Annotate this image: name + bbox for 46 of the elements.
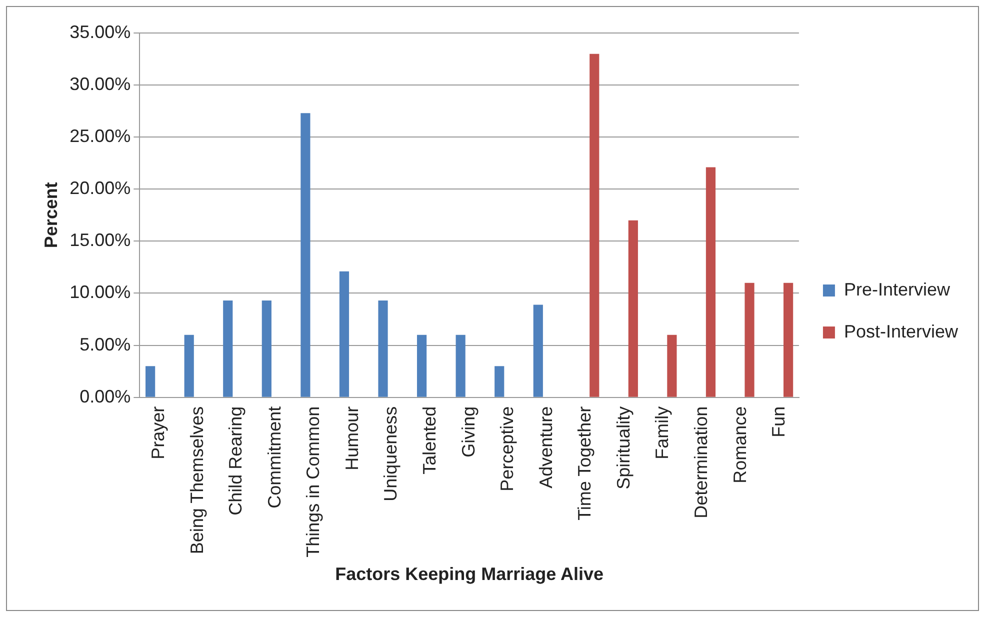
- bar: [223, 300, 233, 397]
- x-tick-label: Time Together: [574, 406, 595, 520]
- bar: [300, 113, 310, 397]
- x-tick-label: Humour: [342, 406, 362, 470]
- bar: [628, 220, 638, 397]
- x-tick-label: Family: [652, 406, 672, 460]
- x-tick-label: Child Rearing: [226, 406, 246, 516]
- y-tick-label: 10.00%: [70, 282, 131, 302]
- y-tick-label: 35.00%: [70, 22, 131, 42]
- bar: [744, 282, 754, 397]
- bar: [262, 300, 272, 397]
- bar: [339, 271, 350, 397]
- x-axis-title: Factors Keeping Marriage Alive: [335, 564, 604, 584]
- y-tick-label: 0.00%: [80, 386, 131, 406]
- y-axis-title: Percent: [40, 182, 61, 248]
- x-tick-label: Talented: [419, 406, 440, 474]
- x-tick-label: Fun: [768, 406, 789, 438]
- x-tick-label: Things in Common: [303, 406, 324, 558]
- legend-label: Post-Interview: [844, 321, 959, 342]
- y-tick-label: 20.00%: [70, 178, 131, 198]
- bar: [533, 304, 543, 397]
- bar: [378, 300, 388, 397]
- y-tick-label: 5.00%: [80, 334, 131, 354]
- legend-label: Pre-Interview: [844, 279, 951, 300]
- bar: [416, 334, 427, 397]
- x-tick-label: Determination: [690, 406, 711, 518]
- y-tick-label: 30.00%: [70, 74, 131, 94]
- x-tick-label: Perceptive: [497, 406, 518, 492]
- x-tick-label: Commitment: [264, 406, 284, 508]
- bar: [706, 167, 716, 397]
- bar: [184, 334, 194, 397]
- x-tick-label: Romance: [730, 406, 750, 484]
- bar: [783, 282, 794, 397]
- x-tick-label: Adventure: [536, 406, 556, 488]
- x-tick-label: Prayer: [148, 406, 168, 460]
- x-tick-label: Being Themselves: [186, 406, 207, 554]
- x-tick-label: Giving: [458, 406, 478, 458]
- x-tick-label: Uniqueness: [380, 406, 401, 502]
- y-tick-label: 15.00%: [70, 230, 131, 250]
- bar: [590, 54, 600, 397]
- bar: [667, 334, 677, 397]
- bar: [494, 366, 504, 397]
- y-tick-label: 25.00%: [70, 126, 131, 146]
- bar: [146, 366, 156, 397]
- bar: [456, 334, 466, 397]
- x-tick-label: Spirituality: [613, 406, 634, 490]
